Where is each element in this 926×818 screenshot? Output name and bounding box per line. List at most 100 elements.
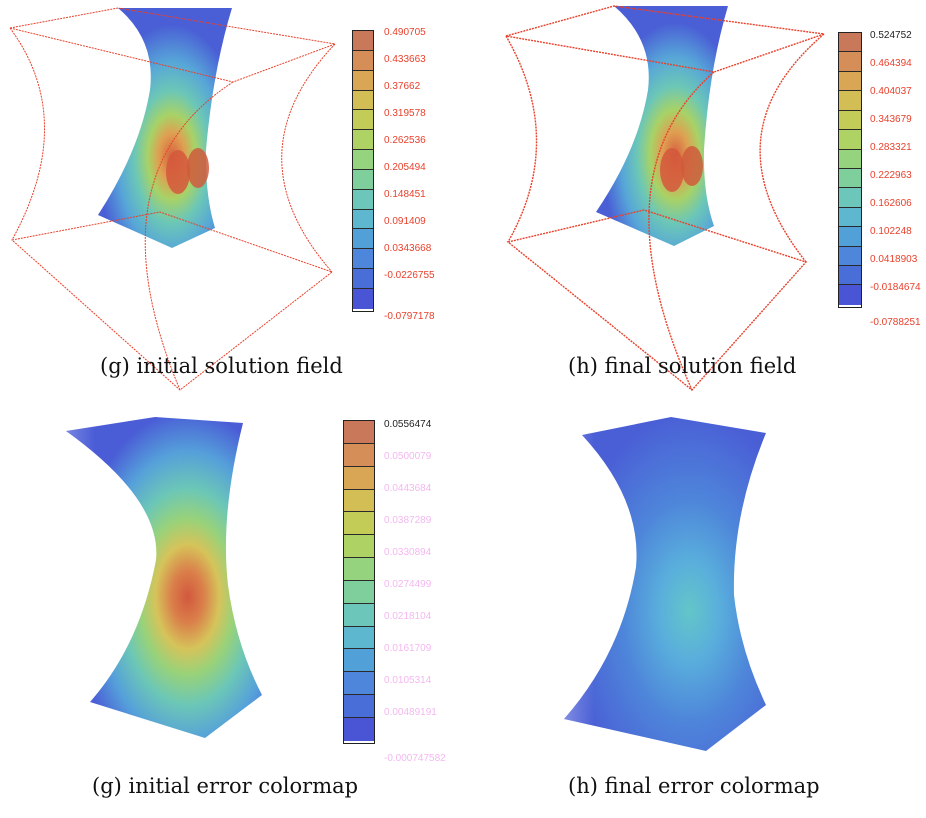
colorbar-band (839, 227, 861, 247)
tick-label: 0.148451 (384, 189, 426, 200)
tick-label: 0.0330894 (384, 547, 432, 558)
tick-label: 0.102248 (870, 226, 912, 237)
colorbar-band (353, 70, 373, 91)
colorbar-band (839, 168, 861, 189)
tick-label: -0.0797178 (384, 311, 435, 322)
colorbar-band (839, 207, 861, 228)
colorbar-band (344, 535, 374, 559)
tick-label: 0.0161709 (384, 643, 432, 654)
solution-hotspot (166, 150, 190, 194)
figure-caption: (g) initial solution field (100, 354, 343, 378)
colorbar-band (839, 188, 861, 208)
figure-caption: (h) final solution field (568, 354, 797, 378)
colorbar-band (353, 209, 373, 230)
colorbar-band (344, 489, 374, 513)
colorbar-band (353, 169, 373, 190)
colorbar-band (839, 130, 861, 150)
tick-label: 0.0343668 (384, 243, 432, 254)
colorbar-band (353, 288, 373, 309)
colorbar-band (344, 580, 374, 604)
colorbar-ticks: 0.524752 0.464394 0.404037 0.343679 0.28… (870, 30, 926, 330)
colorbar-band (344, 512, 374, 536)
tick-label: 0.37662 (384, 81, 421, 92)
colorbar-band (353, 50, 373, 71)
colorbar-band (839, 33, 861, 53)
tick-label: 0.283321 (870, 142, 912, 153)
tick-label: 0.0218104 (384, 611, 432, 622)
colorbar-band (353, 90, 373, 111)
tick-label: 0.0556474 (384, 419, 432, 430)
colorbar-band (839, 246, 861, 267)
colorbar-band (839, 149, 861, 169)
colorbar-band (839, 266, 861, 286)
colorbar-band (344, 603, 374, 627)
tick-label: -0.0184674 (870, 282, 921, 293)
colorbar-band (839, 71, 861, 92)
tick-label: 0.0105314 (384, 675, 432, 686)
tick-label: 0.162606 (870, 198, 912, 209)
tick-label: 0.464394 (870, 58, 912, 69)
colorbar-band (839, 110, 861, 131)
tick-label: 0.0443684 (384, 483, 432, 494)
tick-label: 0.404037 (870, 86, 912, 97)
tick-label: 0.433663 (384, 54, 426, 65)
colorbar-band (353, 269, 373, 289)
tick-label: 0.319578 (384, 108, 426, 119)
tick-label: 0.524752 (870, 30, 912, 41)
tick-label: 0.00489191 (384, 707, 437, 718)
figure-initial-solution-field: 0.490705 0.433663 0.37662 0.319578 0.262… (0, 0, 460, 400)
tick-label: 0.222963 (870, 170, 912, 181)
colorbar-band (353, 130, 373, 151)
final-error-render (564, 417, 766, 751)
colorbar-band (344, 672, 374, 696)
bounding-wireframe (505, 5, 825, 391)
figure-final-solution-field: 0.524752 0.464394 0.404037 0.343679 0.28… (496, 0, 926, 400)
colorbar-ticks: 0.0556474 0.0500079 0.0443684 0.0387289 … (384, 419, 470, 764)
tick-label: -0.0226755 (384, 270, 435, 281)
colorbar-band (353, 229, 373, 250)
colorbar-segments (344, 421, 374, 741)
colorbar-band (839, 91, 861, 111)
tick-label: 0.0500079 (384, 451, 432, 462)
colorbar-ticks: 0.490705 0.433663 0.37662 0.319578 0.262… (384, 27, 464, 327)
colorbar-band (344, 421, 374, 444)
colorbar (343, 420, 375, 744)
figure-caption: (h) final error colormap (568, 774, 820, 798)
colorbar-band (344, 695, 374, 718)
colorbar-segments (839, 33, 861, 305)
tick-label: 0.0274499 (384, 579, 432, 590)
colorbar-band (353, 31, 373, 51)
tick-label: 0.0418903 (870, 254, 918, 265)
colorbar-band (839, 52, 861, 72)
solution-surface (596, 6, 728, 246)
tick-label: 0.205494 (384, 162, 426, 173)
figure-initial-error-colormap: 0.0556474 0.0500079 0.0443684 0.0387289 … (0, 405, 470, 818)
initial-error-render (66, 417, 262, 738)
colorbar-band (344, 717, 374, 741)
colorbar-band (344, 649, 374, 673)
colorbar-band (344, 626, 374, 650)
solution-surface (98, 8, 232, 248)
tick-label: -0.000747582 (384, 753, 446, 764)
colorbar-band (353, 110, 373, 131)
tick-label: 0.262536 (384, 135, 426, 146)
figure-caption: (g) initial error colormap (92, 774, 359, 798)
initial-solution-render (9, 7, 337, 391)
colorbar-segments (353, 31, 373, 309)
colorbar-band (353, 189, 373, 210)
tick-label: 0.091409 (384, 216, 426, 227)
tick-label: 0.490705 (384, 27, 426, 38)
colorbar (352, 30, 374, 312)
figure-final-error-colormap: (h) final error colormap (496, 405, 926, 818)
tick-label: 0.343679 (870, 114, 912, 125)
colorbar-band (353, 249, 373, 270)
colorbar-band (344, 443, 374, 467)
colorbar-band (353, 150, 373, 170)
colorbar-band (839, 285, 861, 305)
colorbar (838, 32, 862, 308)
colorbar-band (344, 466, 374, 490)
tick-label: -0.0788251 (870, 317, 921, 328)
final-solution-render (505, 5, 825, 391)
bounding-wireframe (9, 7, 337, 391)
tick-label: 0.0387289 (384, 515, 432, 526)
